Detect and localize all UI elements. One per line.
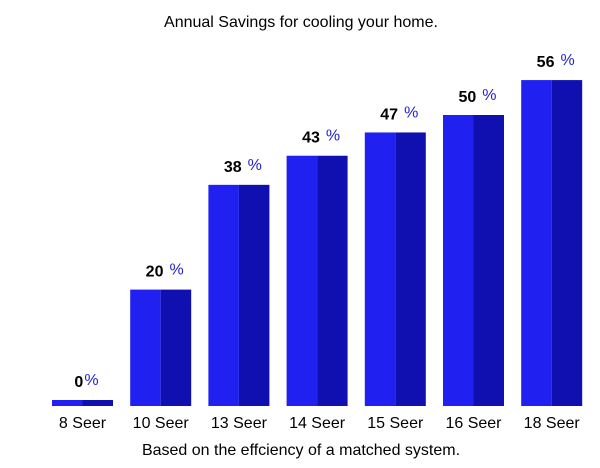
value-number: 47 [380,106,398,123]
value-number: 50 [458,89,476,106]
value-number: 0 [74,374,83,391]
x-tick-label: 10 Seer [133,415,190,432]
value-number: 20 [146,264,164,281]
bar-14-seer [286,155,348,406]
percent-sign: % [326,128,340,145]
value-label: 43% [302,128,340,147]
x-axis-label: Based on the effciency of a matched syst… [142,442,460,459]
bar-left-face [521,80,552,406]
x-tick-label: 15 Seer [367,415,424,432]
x-tick-label: 16 Seer [445,415,502,432]
percent-sign: % [482,87,496,104]
bar-left-face [52,400,83,406]
value-number: 38 [224,159,242,176]
bar-right-face [317,155,348,406]
percent-sign: % [248,157,262,174]
bar-15-seer [364,132,426,406]
value-number: 43 [302,130,320,147]
percent-sign: % [560,52,574,69]
bar-right-face [238,184,270,406]
percent-sign: % [404,104,418,121]
x-tick-label: 18 Seer [524,415,581,432]
bar-13-seer [208,184,270,406]
x-tick-label: 14 Seer [289,415,346,432]
bar-right-face [395,132,426,406]
value-label: 0% [74,372,98,391]
bar-right-face [160,289,192,406]
value-label: 20% [146,262,184,281]
bar-right-face [551,80,583,406]
x-tick-label: 8 Seer [59,415,107,432]
chart-title: Annual Savings for cooling your home. [164,14,438,31]
bar-left-face [208,184,239,406]
value-labels-layer: 0%20 %38 %43 %47 %50 %56% [74,52,574,391]
value-label: 56% [537,52,575,71]
bar-left-face [443,115,474,406]
bar-left-face [286,155,318,406]
x-tick-label: 13 Seer [211,415,268,432]
value-label: 47% [380,104,418,123]
bar-right-face [473,115,504,406]
bars-layer [52,80,583,406]
value-label: 38% [224,157,262,176]
bar-10-seer [130,289,192,406]
bar-16-seer [443,115,504,406]
percent-sign: % [84,372,98,389]
bar-right-face [82,400,113,406]
bar-8-seer [52,400,113,406]
value-label: 50% [458,87,496,106]
bar-left-face [130,289,161,406]
x-tick-labels-layer: 8 Seer 10 Seer 13 Seer 14 Seer 15 Seer 16 See… [59,415,580,432]
value-number: 56 [537,54,555,71]
percent-sign: % [169,262,183,279]
bar-left-face [364,132,396,406]
bar-18-seer [521,80,583,406]
